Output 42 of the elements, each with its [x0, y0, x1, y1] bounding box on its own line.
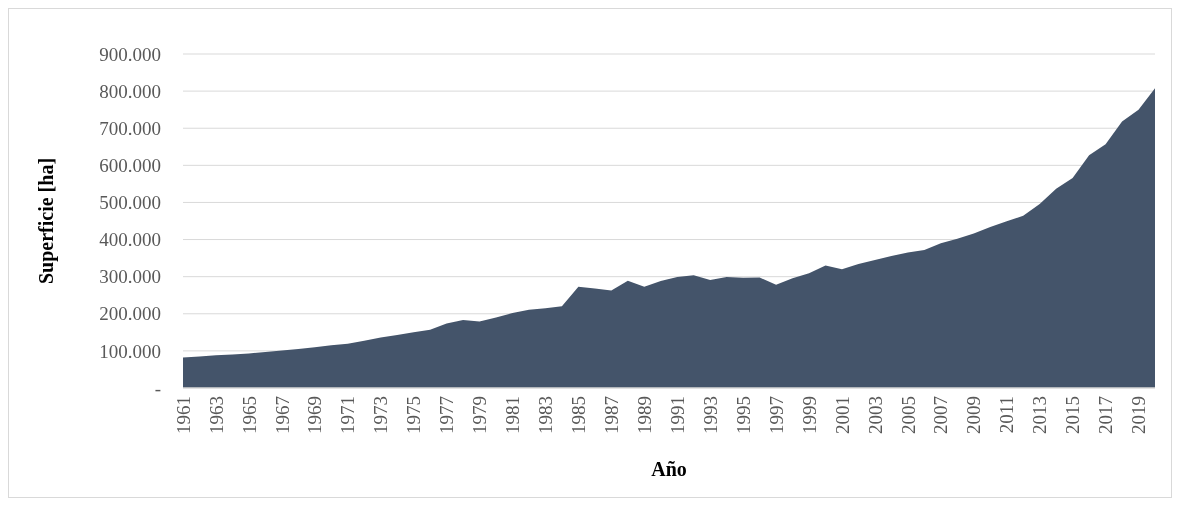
- x-tick-label: 2013: [1029, 396, 1051, 434]
- x-tick-label: 1967: [271, 396, 293, 434]
- y-tick-label: 300.000: [99, 266, 161, 288]
- y-tick-label: 100.000: [99, 340, 161, 362]
- x-tick-label: 2003: [864, 396, 886, 434]
- x-tick-label: 2011: [996, 396, 1018, 434]
- x-tick-label: 2001: [831, 396, 853, 434]
- x-tick-label: 1963: [205, 396, 227, 434]
- y-tick-label: 700.000: [99, 117, 161, 139]
- x-tick-label: 1997: [765, 396, 787, 434]
- x-tick-label: 1989: [633, 396, 655, 434]
- x-tick-label: 2005: [897, 396, 919, 434]
- y-tick-label: 200.000: [99, 303, 161, 325]
- x-tick-label: 2019: [1128, 396, 1150, 434]
- x-tick-label: 1965: [238, 396, 260, 434]
- y-tick-label: 400.000: [99, 229, 161, 251]
- x-tick-label: 1973: [370, 396, 392, 434]
- x-tick-label: 1971: [337, 396, 359, 434]
- y-tick-label: 800.000: [99, 80, 161, 102]
- x-tick-label: 1975: [403, 396, 425, 434]
- x-tick-label: 1991: [666, 396, 688, 434]
- x-tick-label: 1979: [469, 396, 491, 434]
- x-axis-title: Año: [651, 458, 687, 480]
- x-tick-label: 1995: [732, 396, 754, 434]
- x-tick-label: 1993: [699, 396, 721, 434]
- x-tick-label: 2015: [1062, 396, 1084, 434]
- x-tick-label: 2009: [963, 396, 985, 434]
- x-tick-label: 1987: [600, 396, 622, 434]
- x-tick-label: 1983: [535, 396, 557, 434]
- x-tick-label: 1981: [502, 396, 524, 434]
- x-tick-label: 1999: [798, 396, 820, 434]
- x-tick-label: 1985: [568, 396, 590, 434]
- y-tick-label: -: [154, 377, 161, 399]
- x-tick-label: 1977: [436, 396, 458, 434]
- x-tick-label: 1969: [304, 396, 326, 434]
- x-tick-label: 2017: [1095, 396, 1117, 434]
- x-tick-label: 2007: [930, 396, 952, 434]
- y-tick-label: 500.000: [99, 192, 161, 214]
- y-tick-label: 900.000: [99, 43, 161, 65]
- y-axis-title: Superficie [ha]: [35, 157, 58, 285]
- y-tick-label: 600.000: [99, 154, 161, 176]
- x-tick-label: 1961: [172, 396, 194, 434]
